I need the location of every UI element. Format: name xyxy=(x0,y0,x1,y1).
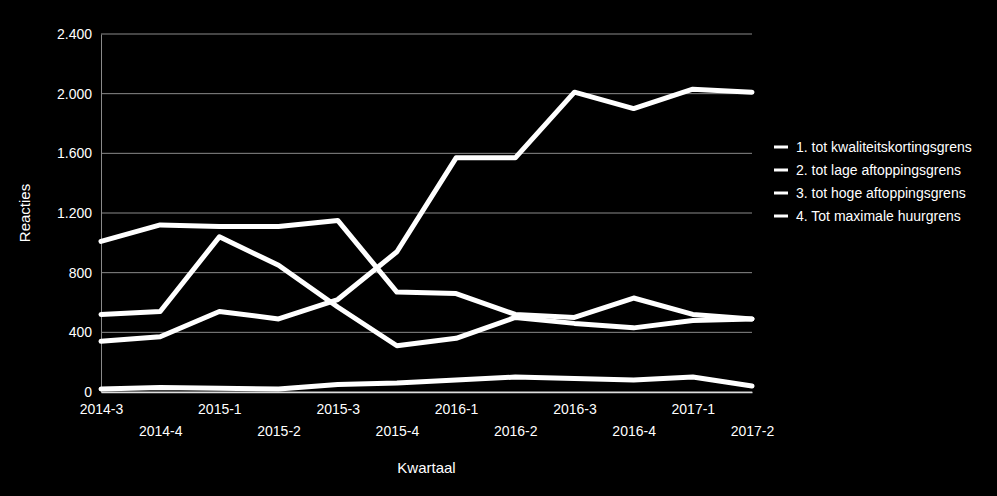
x-tick: 2014-3 xyxy=(80,392,124,417)
legend-item: 3. tot hoge aftoppingsgrens xyxy=(774,185,966,201)
y-tick: 400 xyxy=(69,324,101,340)
series-line xyxy=(101,89,752,341)
legend-item: 4. Tot maximale huurgrens xyxy=(774,208,961,224)
y-tick: 2.400 xyxy=(57,26,101,42)
legend-label: 3. tot hoge aftoppingsgrens xyxy=(796,185,966,201)
y-tick: 1.600 xyxy=(57,145,101,161)
legend-item: 2. tot lage aftoppingsgrens xyxy=(774,162,961,178)
x-tick-label: 2016-4 xyxy=(612,423,656,439)
grid-line xyxy=(101,93,752,94)
x-tick: 2015-2 xyxy=(257,392,301,439)
x-tick-label: 2017-1 xyxy=(672,401,716,417)
legend: 1. tot kwaliteitskortingsgrens 2. tot lag… xyxy=(774,139,972,224)
x-tick-label: 2016-2 xyxy=(494,423,538,439)
x-tick-label: 2015-1 xyxy=(198,401,242,417)
y-tick: 800 xyxy=(69,265,101,281)
y-tick-label: 2.000 xyxy=(57,86,92,102)
y-axis: 0 400 800 1.200 1.600 2.000 2.400 xyxy=(57,26,102,400)
x-tick: 2015-1 xyxy=(198,392,242,417)
grid-line xyxy=(101,332,752,333)
x-tick: 2014-4 xyxy=(139,392,183,439)
y-tick-label: 800 xyxy=(69,265,93,281)
x-tick-label: 2015-4 xyxy=(376,423,420,439)
series-line xyxy=(101,220,752,318)
x-tick: 2016-2 xyxy=(494,392,538,439)
y-tick: 2.000 xyxy=(57,86,101,102)
x-tick-label: 2014-3 xyxy=(80,401,124,417)
x-tick: 2016-3 xyxy=(553,392,597,417)
x-tick-label: 2017-2 xyxy=(731,423,775,439)
plot: 04008001.2001.6002.0002.4002014-32014-42… xyxy=(57,26,775,439)
x-tick: 2016-4 xyxy=(612,392,656,439)
x-tick-label: 2016-3 xyxy=(553,401,597,417)
y-tick-label: 400 xyxy=(69,324,93,340)
y-tick: 1.200 xyxy=(57,205,101,221)
legend-label: 4. Tot maximale huurgrens xyxy=(796,208,961,224)
legend-swatch xyxy=(774,169,788,172)
y-tick-label: 1.200 xyxy=(57,205,92,221)
grid xyxy=(101,34,752,392)
legend-swatch xyxy=(774,146,788,149)
x-tick-label: 2014-4 xyxy=(139,423,183,439)
grid-line xyxy=(101,213,752,214)
x-tick: 2017-2 xyxy=(731,392,775,439)
x-tick-label: 2015-3 xyxy=(316,401,360,417)
legend-swatch xyxy=(774,192,788,195)
grid-line xyxy=(101,392,752,393)
y-tick-label: 0 xyxy=(84,384,92,400)
legend-label: 2. tot lage aftoppingsgrens xyxy=(796,162,961,178)
x-axis: 2014-3 2014-4 2015-1 2015-2 2015-3 2015-4 2016… xyxy=(80,392,775,439)
grid-line xyxy=(101,153,752,154)
y-tick-label: 2.400 xyxy=(57,26,92,42)
x-tick: 2017-1 xyxy=(672,392,716,417)
x-tick-label: 2015-2 xyxy=(257,423,301,439)
legend-swatch xyxy=(774,215,788,218)
x-tick: 2015-4 xyxy=(376,392,420,439)
lines xyxy=(101,89,752,389)
legend-label: 1. tot kwaliteitskortingsgrens xyxy=(796,139,972,155)
legend-item: 1. tot kwaliteitskortingsgrens xyxy=(774,139,972,155)
y-tick: 0 xyxy=(84,384,101,400)
background xyxy=(0,0,997,496)
grid-line xyxy=(101,272,752,273)
x-tick: 2015-3 xyxy=(316,392,360,417)
x-axis-line xyxy=(102,392,753,394)
x-tick-label: 2016-1 xyxy=(435,401,479,417)
x-tick: 2016-1 xyxy=(435,392,479,417)
series-line xyxy=(101,237,752,346)
y-axis-title: Reacties xyxy=(16,184,33,242)
series-line xyxy=(101,377,752,389)
grid-line xyxy=(101,34,752,35)
chart: 04008001.2001.6002.0002.4002014-32014-42… xyxy=(0,0,997,496)
y-tick-label: 1.600 xyxy=(57,145,92,161)
x-axis-title: Kwartaal xyxy=(397,459,455,476)
